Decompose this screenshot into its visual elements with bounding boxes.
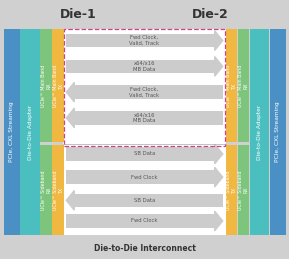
Text: Fwd Clock: Fwd Clock xyxy=(131,175,158,180)
Polygon shape xyxy=(66,82,74,102)
Bar xyxy=(64,29,225,146)
Text: PCIe, CXL Streaming: PCIe, CXL Streaming xyxy=(9,102,14,162)
Text: Fwd Clock: Fwd Clock xyxy=(131,218,158,224)
Bar xyxy=(53,29,64,142)
Bar xyxy=(66,147,215,161)
Bar xyxy=(3,29,20,235)
Text: Fwd Clock,
Valid, Track: Fwd Clock, Valid, Track xyxy=(129,35,160,46)
Bar xyxy=(238,29,249,142)
Text: UCIe™ Main Band
TX: UCIe™ Main Band TX xyxy=(226,64,237,107)
Text: Fwd Clock,
Valid, Track: Fwd Clock, Valid, Track xyxy=(129,87,160,98)
Bar xyxy=(40,29,52,142)
Text: UCIe™ Main Band
RX: UCIe™ Main Band RX xyxy=(41,64,51,107)
Text: Die-to-Die Interconnect: Die-to-Die Interconnect xyxy=(94,244,195,253)
Text: SB Data: SB Data xyxy=(134,198,155,203)
Text: UCIe™ Sideband
RX: UCIe™ Sideband RX xyxy=(41,170,51,210)
Text: Die-1: Die-1 xyxy=(60,8,97,21)
Text: UCIe™ Main Band
TX: UCIe™ Main Band TX xyxy=(53,64,64,107)
Polygon shape xyxy=(215,31,223,51)
Bar xyxy=(66,34,215,47)
Text: x64/x16
MB Data: x64/x16 MB Data xyxy=(133,112,156,123)
Bar xyxy=(270,29,286,235)
Polygon shape xyxy=(66,108,74,128)
Polygon shape xyxy=(215,144,223,164)
Bar xyxy=(66,170,215,184)
Bar xyxy=(66,60,215,73)
Text: Die-to-Die Adapter: Die-to-Die Adapter xyxy=(257,104,262,160)
Bar xyxy=(63,29,226,235)
Text: UCIe™ Main Band
RX: UCIe™ Main Band RX xyxy=(238,64,249,107)
Bar xyxy=(250,29,269,235)
Polygon shape xyxy=(215,57,223,76)
Text: Die-2: Die-2 xyxy=(192,8,229,21)
Bar xyxy=(74,111,223,125)
Bar xyxy=(53,145,64,235)
Bar xyxy=(20,29,40,235)
Text: UCIe™ Sideband
RX: UCIe™ Sideband RX xyxy=(238,170,249,210)
Bar xyxy=(226,145,237,235)
Text: x64/x16
MB Data: x64/x16 MB Data xyxy=(133,61,156,72)
Text: PCIe, CXL Streaming: PCIe, CXL Streaming xyxy=(275,102,280,162)
Polygon shape xyxy=(215,167,223,187)
Text: UCIe™ Sideband
TX: UCIe™ Sideband TX xyxy=(53,170,64,210)
Bar xyxy=(74,85,223,99)
Bar xyxy=(40,145,52,235)
Bar xyxy=(238,145,249,235)
Bar xyxy=(74,194,223,207)
Text: UCIe™ Sideband
TX: UCIe™ Sideband TX xyxy=(226,170,237,210)
Polygon shape xyxy=(215,211,223,231)
Text: SB Data: SB Data xyxy=(134,152,155,156)
Bar xyxy=(226,29,237,142)
Bar xyxy=(66,214,215,228)
Text: Die-to-Die Adapter: Die-to-Die Adapter xyxy=(27,104,33,160)
Polygon shape xyxy=(66,191,74,210)
